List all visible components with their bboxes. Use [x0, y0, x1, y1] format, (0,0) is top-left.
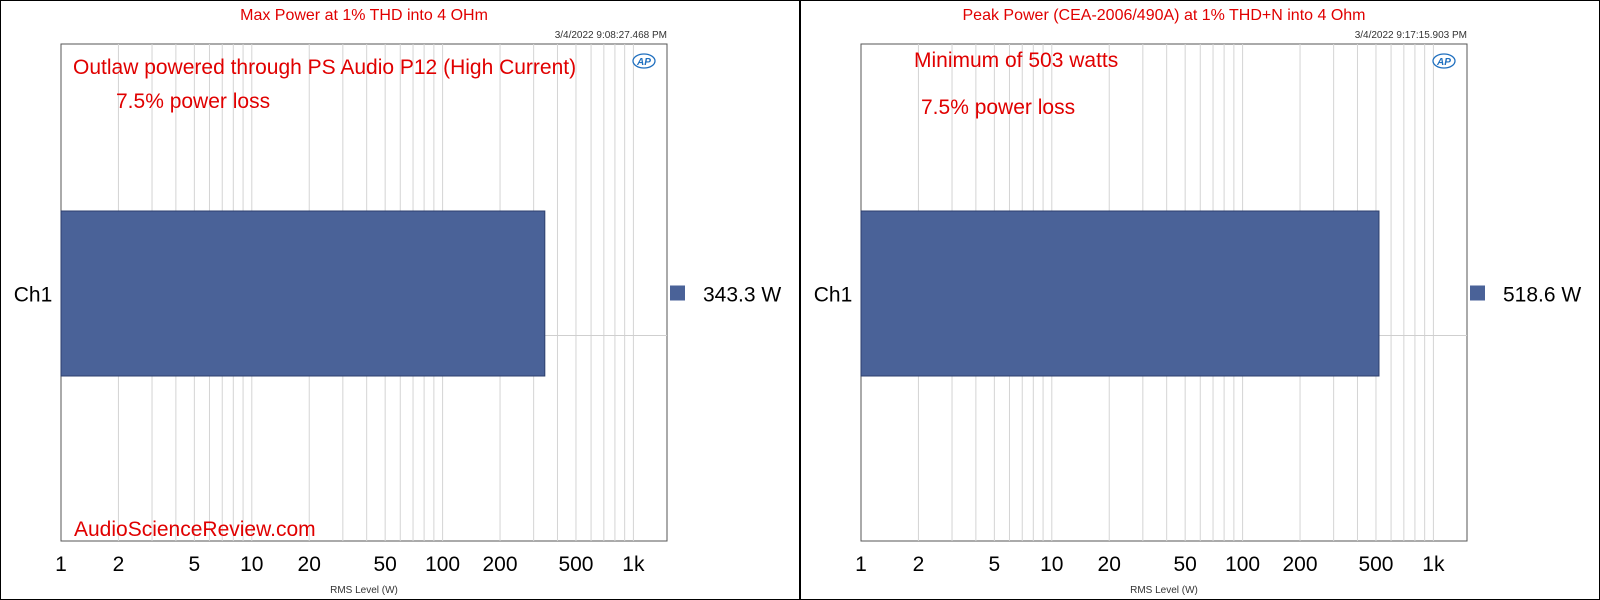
- x-tick-label: 2: [113, 553, 125, 576]
- annotation: Minimum of 503 watts: [914, 49, 1118, 72]
- x-tick-label: 200: [483, 553, 518, 576]
- x-tick-label: 10: [240, 553, 263, 576]
- value-label: 343.3 W: [703, 284, 781, 307]
- category-label: Ch1: [14, 284, 53, 307]
- ap-logo-text: AP: [1436, 57, 1451, 68]
- x-tick-label: 500: [558, 553, 593, 576]
- x-tick-label: 50: [1173, 553, 1196, 576]
- x-tick-label: 10: [1040, 553, 1063, 576]
- watermark: AudioScienceReview.com: [74, 518, 316, 541]
- annotation: Outlaw powered through PS Audio P12 (Hig…: [73, 56, 576, 79]
- x-tick-label: 20: [1098, 553, 1121, 576]
- x-tick-label: 5: [189, 553, 201, 576]
- category-label: Ch1: [814, 284, 853, 307]
- timestamp: 3/4/2022 9:08:27.468 PM: [555, 30, 667, 41]
- value-label: 518.6 W: [1503, 284, 1581, 307]
- x-axis-label: RMS Level (W): [1130, 585, 1198, 596]
- chart-title: Max Power at 1% THD into 4 OHm: [240, 7, 488, 24]
- x-tick-label: 1: [855, 553, 867, 576]
- x-tick-label: 5: [989, 553, 1001, 576]
- x-axis-label: RMS Level (W): [330, 585, 398, 596]
- x-tick-label: 1k: [1422, 553, 1445, 576]
- x-tick-label: 1: [55, 553, 67, 576]
- x-tick-label: 20: [298, 553, 321, 576]
- chart-svg: Peak Power (CEA-2006/490A) at 1% THD+N i…: [814, 7, 1582, 596]
- annotation: 7.5% power loss: [116, 90, 270, 113]
- x-tick-label: 2: [913, 553, 925, 576]
- bar: [860, 210, 1380, 377]
- x-tick-label: 50: [373, 553, 396, 576]
- ap-logo-icon: [1432, 53, 1456, 69]
- x-tick-label: 500: [1358, 553, 1393, 576]
- chart-panel-right: Peak Power (CEA-2006/490A) at 1% THD+N i…: [800, 0, 1600, 600]
- chart-panel-left: Max Power at 1% THD into 4 OHm 3/4/2022 9…: [0, 0, 800, 600]
- x-tick-label: 1k: [622, 553, 645, 576]
- legend-marker: [1470, 285, 1485, 301]
- chart-svg: Max Power at 1% THD into 4 OHm 3/4/2022 9…: [14, 7, 782, 596]
- ap-logo-icon: [632, 53, 656, 69]
- annotation: 7.5% power loss: [921, 96, 1075, 119]
- timestamp: 3/4/2022 9:17:15.903 PM: [1355, 30, 1467, 41]
- x-tick-label: 100: [425, 553, 460, 576]
- x-tick-label: 200: [1283, 553, 1318, 576]
- legend-marker: [670, 285, 685, 301]
- chart-title: Peak Power (CEA-2006/490A) at 1% THD+N i…: [963, 7, 1366, 24]
- x-tick-label: 100: [1225, 553, 1260, 576]
- bar: [60, 210, 546, 377]
- ap-logo-text: AP: [636, 57, 651, 68]
